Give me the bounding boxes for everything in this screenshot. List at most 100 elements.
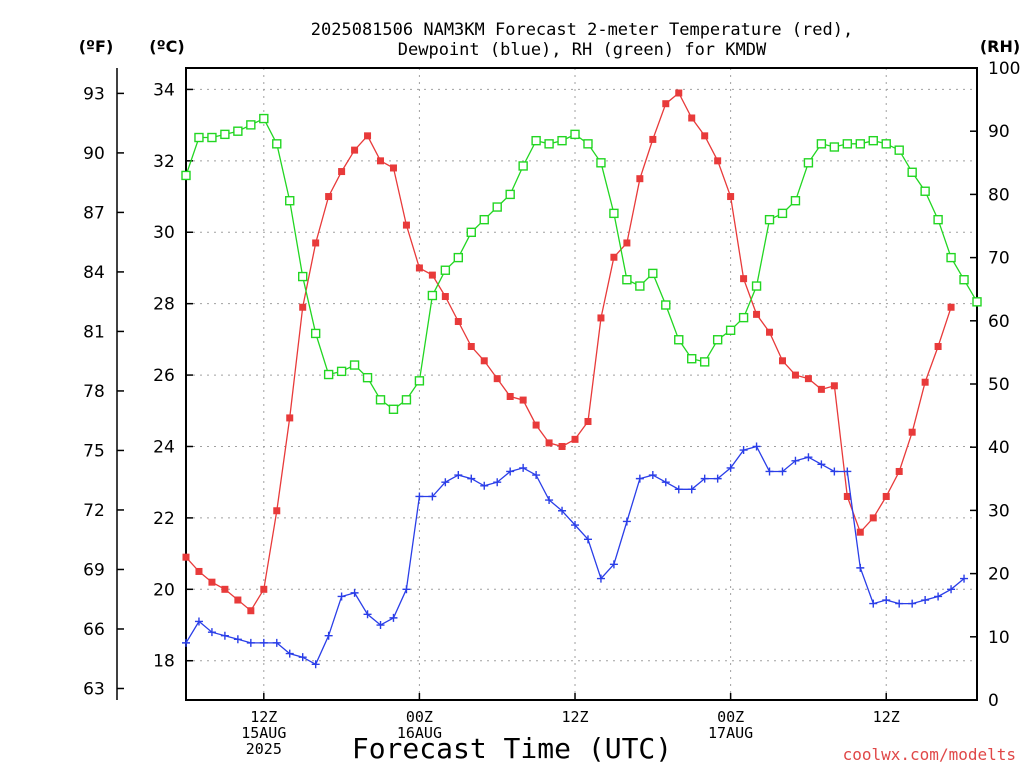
fahrenheit-unit-label: (ºF)	[79, 37, 114, 56]
rh-tick-label: 20	[988, 565, 1010, 585]
temperature-point	[182, 553, 190, 561]
temperature-point	[701, 132, 709, 140]
dewpoint-point	[519, 463, 528, 472]
celsius-tick-label: 34	[153, 80, 175, 100]
temperature-point	[662, 100, 670, 108]
dewpoint-point	[350, 588, 359, 597]
time-tick-label: 12Z	[250, 708, 277, 726]
dewpoint-point	[428, 492, 437, 501]
fahrenheit-tick-label: 81	[83, 322, 105, 342]
rh-point	[751, 281, 762, 291]
temperature-point	[454, 318, 462, 326]
temperature-point	[856, 528, 864, 536]
dewpoint-point	[817, 460, 826, 469]
rh-point	[855, 139, 865, 149]
dewpoint-point	[480, 481, 489, 490]
fahrenheit-axis: 63 66 69 72 75 78 81 84 87 90 93	[83, 84, 124, 699]
temperature-point	[221, 585, 229, 593]
dewpoint-point	[182, 638, 190, 647]
temperature-point	[415, 264, 423, 272]
dewpoint-point	[596, 574, 605, 583]
temperature-point	[766, 328, 774, 336]
rh-point	[920, 186, 930, 196]
dewpoint-point	[363, 610, 372, 619]
temperature-point	[273, 507, 281, 515]
fahrenheit-tick-label: 90	[83, 144, 105, 164]
celsius-tick-label: 28	[153, 295, 175, 315]
temperature-point	[312, 239, 320, 247]
dewpoint-point	[441, 478, 450, 487]
temperature-point	[532, 421, 540, 429]
rh-point	[609, 208, 619, 219]
time-tick-label: 2025	[246, 740, 282, 758]
temperature-point	[402, 221, 410, 229]
dewpoint-point	[233, 635, 242, 644]
temperature-point	[791, 371, 799, 379]
time-tick-label: 00Z	[717, 708, 744, 726]
celsius-tick-label: 30	[153, 223, 175, 243]
rh-tick-label: 10	[988, 628, 1010, 648]
rh-point	[323, 369, 334, 380]
dewpoint-point	[337, 592, 346, 601]
dewpoint-point	[609, 560, 618, 569]
rh-point	[842, 139, 853, 149]
temperature-point	[247, 607, 255, 615]
dewpoint-point	[882, 596, 891, 605]
rh-point	[479, 214, 489, 225]
rh-point	[622, 275, 632, 285]
temperature-point	[467, 343, 475, 351]
time-tick-label: 00Z	[406, 708, 433, 726]
dewpoint-point	[506, 467, 515, 476]
rh-tick-label: 0	[988, 691, 999, 711]
temperature-point	[817, 385, 825, 393]
rh-point	[220, 129, 230, 140]
temperature-point	[597, 314, 605, 322]
dewpoint-point	[661, 478, 670, 487]
temperature-point	[610, 253, 618, 261]
temperature-point	[195, 567, 203, 575]
rh-point	[259, 113, 269, 124]
temperature-point	[934, 343, 942, 351]
rh-point	[246, 120, 256, 130]
temperature-point	[921, 378, 929, 386]
dewpoint-point	[895, 599, 904, 608]
celsius-tick-label: 22	[153, 509, 175, 529]
chart-title-line-1: 2025081506 NAM3KM Forecast 2-meter Tempe…	[311, 20, 853, 40]
temperature-point	[208, 578, 216, 586]
rh-point	[440, 265, 451, 275]
dewpoint-point	[960, 574, 969, 583]
dewpoint-point	[583, 535, 592, 544]
rh-tick-label: 80	[988, 185, 1010, 205]
fahrenheit-tick-label: 78	[83, 382, 105, 402]
dewpoint-point	[908, 599, 917, 608]
dewpoint-point	[415, 492, 424, 501]
temperature-point	[727, 193, 735, 201]
rh-point	[687, 354, 697, 364]
rh-tick-label: 50	[988, 375, 1010, 395]
dewpoint-point	[207, 628, 216, 637]
rh-point	[570, 129, 580, 140]
fahrenheit-tick-label: 63	[83, 679, 105, 699]
celsius-unit-label: (ºC)	[149, 37, 184, 56]
rh-point	[194, 132, 204, 143]
fahrenheit-tick-label: 75	[83, 441, 105, 461]
rh-point	[972, 297, 982, 307]
temperature-point	[364, 132, 372, 140]
dewpoint-line	[185, 445, 965, 666]
rh-tick-label: 90	[988, 122, 1010, 142]
temperature-line	[185, 91, 952, 612]
temperature-point	[623, 239, 631, 247]
rh-point	[777, 208, 788, 219]
dewpoint-point	[804, 453, 813, 462]
celsius-tick-label: 20	[153, 580, 175, 600]
dewpoint-point	[246, 638, 255, 647]
rh-unit-label: (RH)	[980, 37, 1020, 56]
rh-point	[661, 300, 671, 310]
temperature-point	[636, 175, 644, 183]
series-layer	[181, 89, 982, 669]
dewpoint-point	[532, 471, 541, 480]
dewpoint-point	[739, 446, 748, 455]
dewpoint-point	[713, 474, 722, 483]
temperature-point	[649, 135, 657, 143]
plot-area-frame	[185, 67, 978, 701]
